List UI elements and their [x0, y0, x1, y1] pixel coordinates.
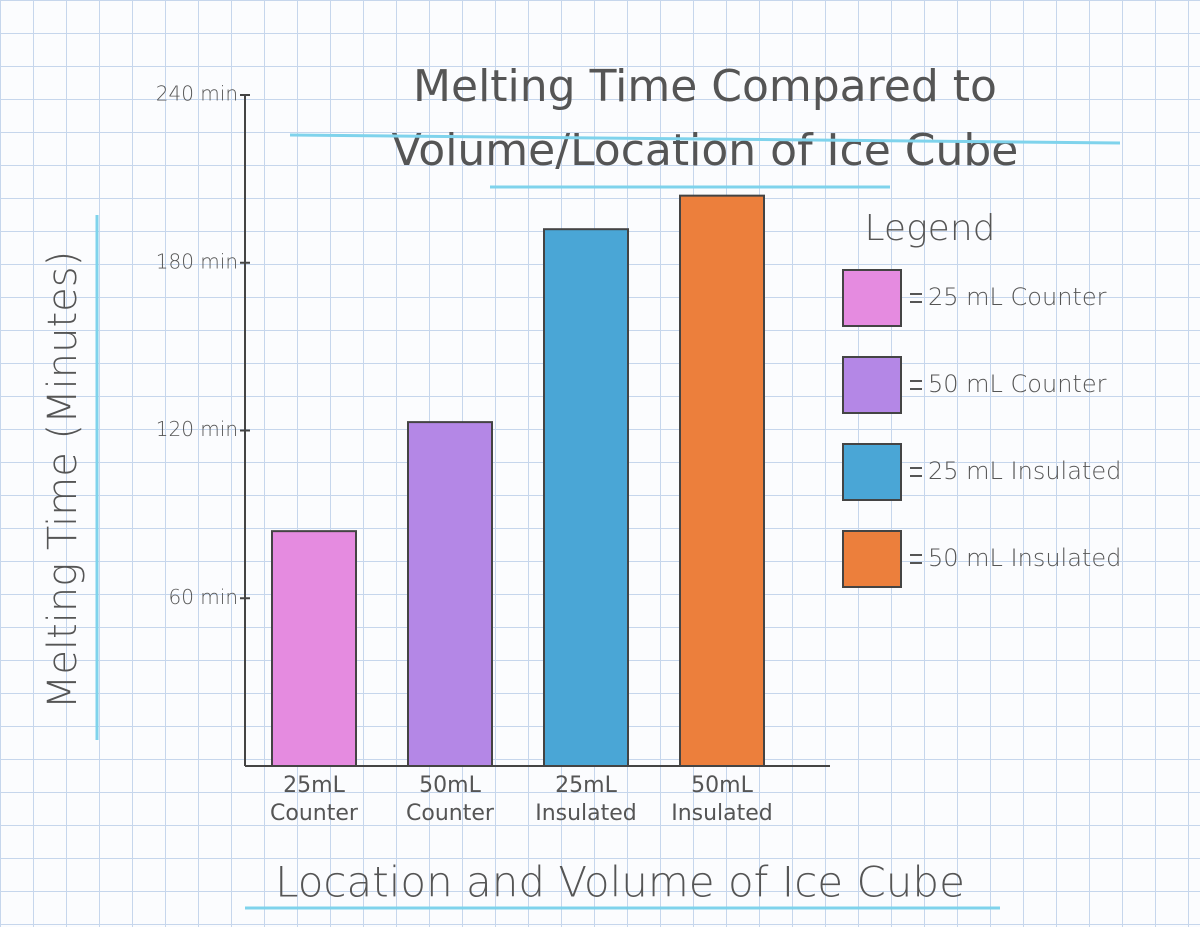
- x-tick-box: 50mL Insulated: [671, 773, 773, 826]
- y-tick-label: 120 min: [156, 417, 238, 441]
- legend-label: 25 mL Insulated: [928, 457, 1121, 485]
- title-box: Melting Time Compared to Volume/Location…: [391, 61, 1019, 176]
- x-tick-label: 50mL Insulated: [671, 773, 773, 826]
- bar: [407, 421, 493, 767]
- chart-title: Melting Time Compared to Volume/Location…: [391, 61, 1019, 176]
- y-tick-label: 180 min: [156, 249, 238, 273]
- x-tick-label: 25mL Insulated: [535, 773, 637, 826]
- x-axis-label: Location and Volume of Ice Cube: [275, 858, 965, 907]
- legend-label: 50 mL Counter: [928, 370, 1107, 398]
- title-underline: [289, 133, 1121, 145]
- y-axis-label: Melting Time (Minutes): [40, 251, 86, 709]
- legend-label: 50 mL Insulated: [928, 544, 1121, 572]
- bar: [543, 228, 629, 767]
- legend-title: Legend: [865, 208, 996, 249]
- bar: [271, 530, 357, 768]
- bar: [679, 194, 765, 767]
- legend-swatch: [842, 530, 902, 588]
- legend-swatch: [842, 269, 902, 327]
- x-tick-label: 50mL Counter: [406, 773, 494, 826]
- y-tick-label: 240 min: [156, 82, 238, 106]
- x-tick-box: 50mL Counter: [406, 773, 494, 826]
- y-tick-label: 60 min: [168, 585, 238, 609]
- legend-label: 25 mL Counter: [928, 283, 1107, 311]
- legend-swatch: [842, 443, 902, 501]
- x-tick-box: 25mL Counter: [270, 773, 358, 826]
- x-tick-box: 25mL Insulated: [535, 773, 637, 826]
- x-tick-label: 25mL Counter: [270, 773, 358, 826]
- legend-swatch: [842, 356, 902, 414]
